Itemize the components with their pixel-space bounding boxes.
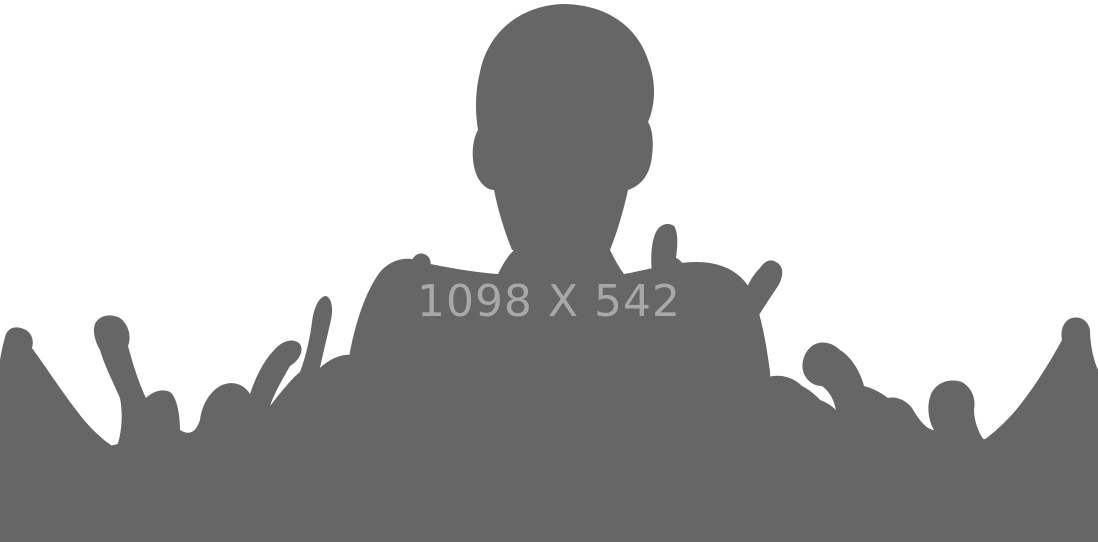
central-figure-head	[472, 4, 654, 250]
left-crowd-bridge	[110, 380, 350, 542]
thumb-up-hand	[651, 224, 685, 280]
left-shoulder-bump	[410, 253, 431, 270]
dimension-label: 1098 X 542	[416, 276, 682, 327]
central-figure-body	[330, 250, 780, 542]
right-upper-raised-hand	[742, 260, 783, 325]
right-crowd-bridge	[760, 375, 1000, 542]
